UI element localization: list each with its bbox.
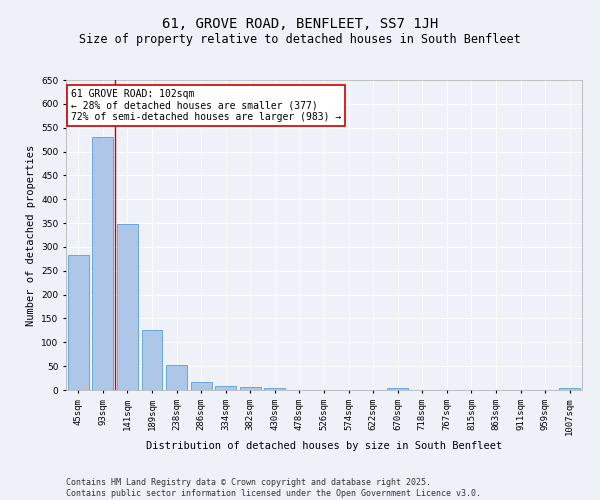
Bar bbox=[265, 388, 286, 390]
Bar bbox=[215, 386, 236, 390]
X-axis label: Distribution of detached houses by size in South Benfleet: Distribution of detached houses by size … bbox=[146, 441, 502, 451]
Bar bbox=[68, 255, 89, 390]
Text: 61, GROVE ROAD, BENFLEET, SS7 1JH: 61, GROVE ROAD, BENFLEET, SS7 1JH bbox=[162, 18, 438, 32]
Y-axis label: Number of detached properties: Number of detached properties bbox=[26, 144, 35, 326]
Text: Contains HM Land Registry data © Crown copyright and database right 2025.
Contai: Contains HM Land Registry data © Crown c… bbox=[66, 478, 481, 498]
Bar bbox=[387, 388, 408, 390]
Bar bbox=[559, 388, 580, 390]
Text: 61 GROVE ROAD: 102sqm
← 28% of detached houses are smaller (377)
72% of semi-det: 61 GROVE ROAD: 102sqm ← 28% of detached … bbox=[71, 90, 341, 122]
Bar bbox=[191, 382, 212, 390]
Bar bbox=[92, 137, 113, 390]
Bar bbox=[117, 224, 138, 390]
Bar bbox=[166, 365, 187, 390]
Text: Size of property relative to detached houses in South Benfleet: Size of property relative to detached ho… bbox=[79, 32, 521, 46]
Bar bbox=[142, 330, 163, 390]
Bar bbox=[240, 386, 261, 390]
